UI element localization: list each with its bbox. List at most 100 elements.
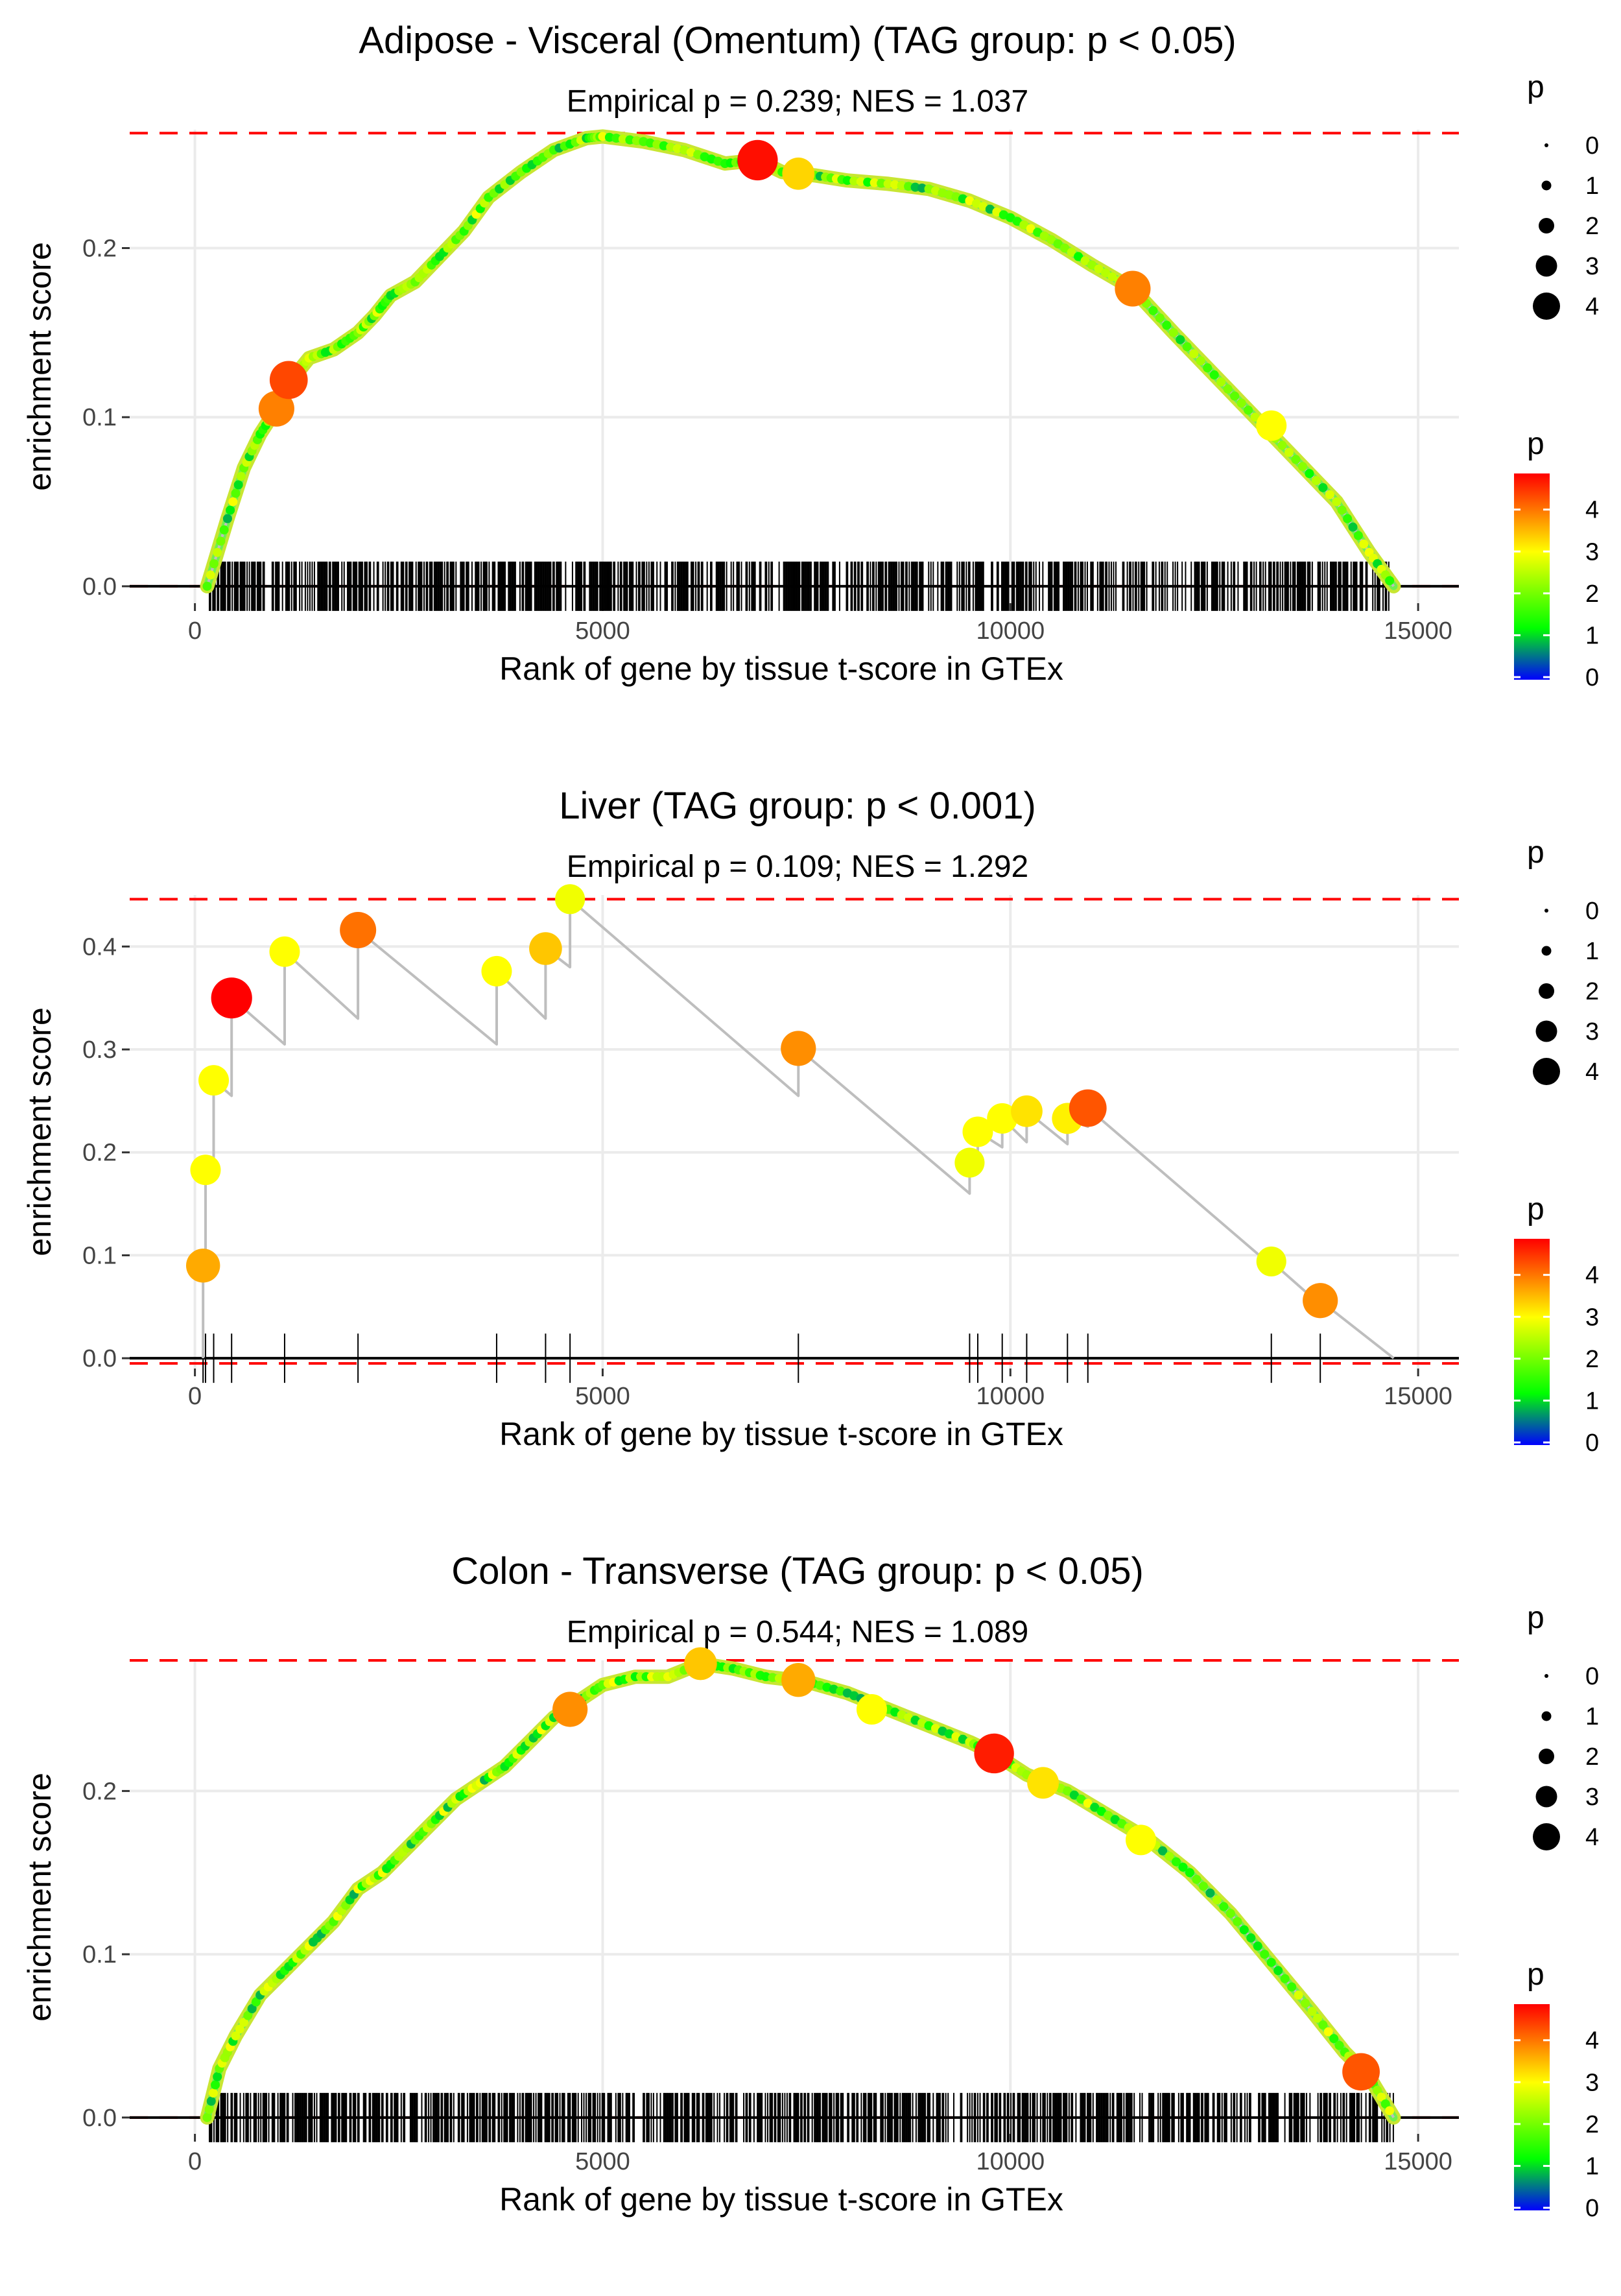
size-legend-label: 2 (1585, 978, 1599, 1005)
color-legend-bar (1514, 473, 1550, 680)
hit-point (204, 2105, 214, 2114)
hit-point (555, 884, 586, 915)
color-legend-bar (1514, 1239, 1550, 1445)
hit-point (1203, 363, 1213, 373)
hit-point (1060, 243, 1070, 253)
hit-point (233, 480, 243, 490)
size-legend-label: 1 (1585, 173, 1599, 200)
hit-point (1233, 1917, 1242, 1926)
y-tick-label: 0.0 (82, 573, 117, 601)
hit-point (870, 178, 879, 187)
hit-point (781, 1663, 816, 1697)
size-legend-label: 4 (1585, 293, 1599, 320)
hit-point (1318, 2020, 1328, 2030)
hit-point (1250, 413, 1260, 422)
hit-point (185, 1249, 220, 1283)
hit-point (1253, 1941, 1262, 1951)
es-curve-halo-inner (203, 132, 1398, 590)
hit-point (1287, 1982, 1297, 1992)
hit-point (251, 1997, 261, 2007)
color-legend-label: 3 (1585, 2069, 1599, 2096)
hit-point (917, 183, 927, 193)
chart-subtitle: Empirical p = 0.109; NES = 1.292 (567, 850, 1028, 884)
hit-point (1230, 391, 1240, 401)
hit-point (985, 204, 995, 214)
hit-point (958, 1734, 967, 1744)
hit-point (247, 2004, 257, 2014)
size-legend-key (1539, 1749, 1554, 1764)
chart-subtitle: Empirical p = 0.239; NES = 1.037 (567, 84, 1028, 119)
hit-point (978, 202, 988, 211)
hit-point (1107, 272, 1117, 281)
hit-point (1198, 1882, 1208, 1891)
color-legend-label: 0 (1585, 664, 1599, 691)
hit-point (198, 1065, 230, 1096)
hit-point (639, 137, 648, 147)
hit-point (954, 1147, 985, 1178)
chart-title: Liver (TAG group: p < 0.001) (559, 785, 1036, 827)
hit-point (1083, 1799, 1093, 1808)
es-curve (206, 135, 1395, 588)
hit-point (1168, 328, 1178, 337)
x-tick-label: 5000 (575, 617, 630, 645)
hit-point (659, 141, 669, 150)
y-tick-label: 0.1 (82, 1941, 117, 1968)
hit-point (1377, 2092, 1386, 2102)
hit-point (1155, 313, 1165, 323)
hit-point (1176, 335, 1185, 344)
hit-point (1019, 220, 1029, 230)
hit-point (999, 210, 1008, 220)
y-tick-label: 0.3 (82, 1036, 117, 1064)
hit-point (1297, 462, 1307, 472)
hit-point (1162, 320, 1172, 330)
x-tick-label: 5000 (575, 1383, 630, 1410)
hit-point (1219, 1902, 1229, 1911)
hit-point (269, 936, 300, 967)
y-tick-label: 0.2 (82, 235, 117, 263)
enrichment-chart-adipose: Adipose - Visceral (Omentum) (TAG group:… (21, 19, 1599, 691)
size-legend-key (1544, 909, 1548, 913)
hit-point (1101, 268, 1111, 278)
hit-point (1209, 370, 1219, 380)
hit-point (1246, 1933, 1256, 1943)
hit-point (202, 581, 212, 591)
hit-point (863, 177, 873, 187)
hit-point (849, 176, 859, 186)
size-legend-label: 3 (1585, 253, 1599, 280)
color-legend-label: 3 (1585, 1304, 1599, 1331)
hit-point (1006, 213, 1015, 222)
size-legend-title: p (1527, 1601, 1544, 1635)
y-tick-label: 0.0 (82, 2105, 117, 2132)
hit-point (684, 1647, 717, 1680)
size-legend-label: 4 (1585, 1058, 1599, 1086)
enrichment-chart-liver: Liver (TAG group: p < 0.001) Empirical p … (21, 785, 1599, 1457)
y-axis-label: enrichment score (21, 1007, 58, 1256)
hit-point (652, 139, 662, 149)
hit-point (761, 1672, 770, 1682)
hit-point (269, 361, 308, 400)
y-axis-label: enrichment score (21, 1773, 58, 2022)
color-legend-label: 2 (1585, 1346, 1599, 1373)
hit-point (211, 2080, 220, 2090)
hit-point (1011, 1095, 1043, 1127)
panel-colon: Colon - Transverse (TAG group: p < 0.05)… (0, 1531, 1621, 2296)
hit-point (924, 1721, 934, 1730)
hit-point (1380, 2099, 1390, 2109)
color-legend-label: 4 (1585, 2027, 1599, 2055)
x-axis-label: Rank of gene by tissue t-score in GTEx (499, 2181, 1063, 2218)
hit-point (1090, 1802, 1100, 1812)
y-tick-label: 0.1 (82, 404, 117, 431)
color-legend-title: p (1527, 1957, 1544, 1992)
hit-point (992, 207, 1002, 217)
hit-point (236, 472, 246, 481)
hit-point (1216, 377, 1226, 387)
hit-point (529, 932, 562, 965)
hit-point (930, 1723, 940, 1733)
hit-point (1172, 1857, 1181, 1867)
hit-point (944, 1729, 954, 1739)
hit-point (1307, 2007, 1317, 2016)
hit-point (1318, 483, 1328, 492)
hit-point (737, 139, 778, 181)
size-legend-key (1535, 1786, 1557, 1808)
y-tick-label: 0.2 (82, 1778, 117, 1805)
